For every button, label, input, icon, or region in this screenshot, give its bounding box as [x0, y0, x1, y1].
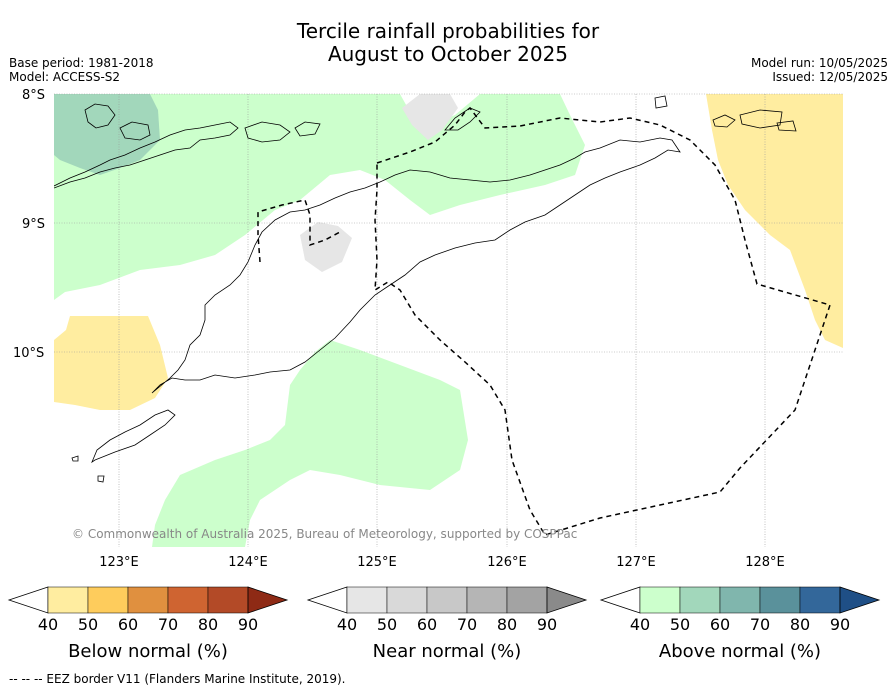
colorbar-title: Above normal (%): [659, 641, 821, 662]
copyright-text: © Commonwealth of Australia 2025, Bureau…: [72, 527, 577, 541]
coastline-island-b: [119, 121, 151, 141]
coastline-island-a: [84, 103, 116, 129]
colorbar-tick-label: 80: [497, 615, 517, 634]
coastline-island-d: [294, 121, 321, 137]
colorbar-tick-label: 40: [337, 615, 357, 634]
colorbar-group: 40 50 60 70 80 90 Below normal (%) 40 50 60 70 80 90…: [7, 586, 881, 662]
lon-label-126e: 126°E: [487, 555, 527, 570]
coastline-island-i: [71, 455, 79, 462]
colorbar-segment: [426, 586, 468, 614]
below-normal-region-west: [54, 316, 168, 410]
coastline-island-h: [776, 120, 797, 132]
coastline-timor: [151, 137, 681, 394]
colorbar-tick-label: 70: [158, 615, 178, 634]
meta-right: Model run: 10/05/2025 Issued: 12/05/2025: [751, 56, 888, 84]
near-normal-region-north: [402, 94, 458, 140]
issued-date: Issued: 12/05/2025: [772, 70, 888, 84]
colorbar-segment: [639, 586, 681, 614]
coastline-island-g: [739, 109, 783, 129]
base-period: Base period: 1981-2018: [9, 56, 154, 70]
colorbar-left-arrow: [7, 586, 49, 614]
colorbar-right-arrow: [839, 586, 881, 614]
lat-label-10s: 10°S: [13, 346, 44, 361]
colorbar-tick-label: 80: [198, 615, 218, 634]
colorbar-tick-label: 80: [790, 615, 810, 634]
colorbar-left-arrow: [599, 586, 641, 614]
colorbar-tick-label: 70: [750, 615, 770, 634]
lat-label-8s: 8°S: [22, 88, 45, 103]
colorbar-2: 40 50 60 70 80 90 Near normal (%): [306, 586, 588, 662]
coastline-island-c: [244, 121, 291, 143]
colorbar-tick-label: 90: [238, 615, 258, 634]
coastline-rote: [91, 409, 176, 464]
lon-label-125e: 125°E: [357, 555, 397, 570]
colorbar-tick-label: 70: [457, 615, 477, 634]
colorbar-segment: [167, 586, 209, 614]
colorbar-tick-label: 90: [537, 615, 557, 634]
colorbar-tick-label: 60: [417, 615, 437, 634]
lon-label-128e: 128°E: [745, 555, 785, 570]
colorbar-segment: [346, 586, 388, 614]
colorbar-tick-label: 60: [118, 615, 138, 634]
colorbar-tick-label: 90: [830, 615, 850, 634]
colorbar-segment: [506, 586, 548, 614]
colorbar-segment: [207, 586, 249, 614]
map-title: Tercile rainfall probabilities for Augus…: [0, 20, 896, 66]
coastline-island-e: [654, 95, 668, 109]
colorbar-segment: [127, 586, 169, 614]
eez-border: [257, 106, 831, 536]
below-normal-region-east: [706, 94, 843, 348]
lat-label-9s: 9°S: [22, 217, 45, 232]
colorbar-title: Below normal (%): [68, 641, 228, 662]
colorbar-segment: [386, 586, 428, 614]
colorbar-tick-label: 40: [630, 615, 650, 634]
colorbar-title: Near normal (%): [373, 641, 522, 662]
colorbar-right-arrow: [247, 586, 289, 614]
title-line-1: Tercile rainfall probabilities for: [296, 19, 600, 43]
colorbar-left-arrow: [306, 586, 348, 614]
colorbar-tick-label: 60: [710, 615, 730, 634]
colorbar-segment: [466, 586, 508, 614]
colorbar-tick-label: 40: [38, 615, 58, 634]
meta-left: Base period: 1981-2018 Model: ACCESS-S2: [9, 56, 154, 84]
coastline-island-f: [712, 114, 736, 128]
colorbar-tick-label: 50: [78, 615, 98, 634]
above-normal-region-south: [152, 340, 468, 547]
probability-layer: [54, 94, 843, 547]
lon-label-123e: 123°E: [99, 555, 139, 570]
model-name: Model: ACCESS-S2: [9, 70, 121, 84]
near-normal-region-central: [300, 222, 352, 272]
eez-footer-note: -- -- -- EEZ border V11 (Flanders Marine…: [9, 672, 346, 686]
colorbar-tick-label: 50: [377, 615, 397, 634]
colorbar-segment: [759, 586, 801, 614]
above-normal-region-nw: [54, 94, 160, 175]
coastline-flores: [54, 121, 239, 189]
title-line-2: August to October 2025: [327, 42, 569, 66]
coastline-island-j: [97, 475, 105, 483]
above-normal-region-north: [54, 94, 585, 300]
colorbar-tick-label: 50: [670, 615, 690, 634]
colorbar-segment: [799, 586, 841, 614]
colorbar-segment: [719, 586, 761, 614]
colorbar-right-arrow: [546, 586, 588, 614]
lon-label-127e: 127°E: [616, 555, 656, 570]
lon-label-124e: 124°E: [228, 555, 268, 570]
model-run: Model run: 10/05/2025: [750, 56, 888, 70]
coastlines: [54, 95, 797, 483]
eez-border-west: [257, 199, 341, 263]
colorbar-segment: [87, 586, 129, 614]
colorbar-segment: [679, 586, 721, 614]
colorbar-segment: [47, 586, 89, 614]
colorbar-1: 40 50 60 70 80 90 Below normal (%): [7, 586, 289, 662]
coastline-wetar: [444, 107, 481, 131]
colorbar-3: 40 50 60 70 80 90 Above normal (%): [599, 586, 881, 662]
